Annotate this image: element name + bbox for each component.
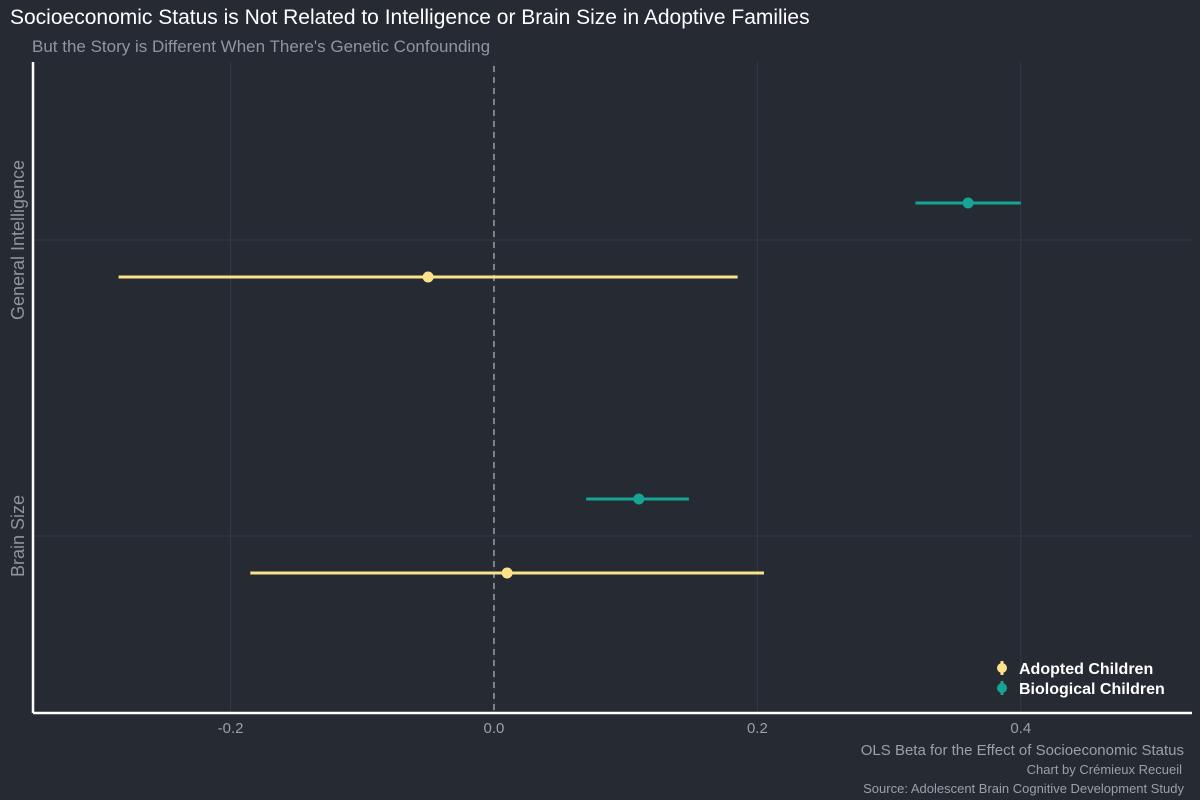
chart-title: Socioeconomic Status is Not Related to I…: [10, 6, 810, 29]
credit-caption: Chart by Crémieux Recueil: [1027, 762, 1182, 777]
legend: Adopted Children Biological Children: [997, 661, 1165, 698]
x-axis-tick-labels: -0.2 0.0 0.2 0.4: [218, 720, 1032, 737]
point-estimate-0-1: [501, 567, 513, 579]
y-category-label-0: General Intelligence: [8, 160, 28, 320]
legend-swatch-dot-0: [997, 663, 1007, 673]
point-estimate-1-0: [962, 197, 974, 209]
y-category-label-1: Brain Size: [8, 495, 28, 577]
legend-swatch-dot-1: [997, 683, 1007, 693]
legend-label-0: Adopted Children: [1019, 661, 1153, 678]
x-axis-label: OLS Beta for the Effect of Socioeconomic…: [861, 742, 1184, 759]
axes: [31, 62, 1192, 715]
source-caption: Source: Adolescent Brain Cognitive Devel…: [863, 781, 1184, 796]
grid-lines: [33, 62, 1192, 713]
x-tick-label-0: -0.2: [218, 720, 244, 737]
x-tick-label-2: 0.2: [747, 720, 768, 737]
plot-marks: [118, 197, 1021, 579]
point-estimate-0-0: [422, 271, 434, 283]
legend-label-1: Biological Children: [1019, 681, 1165, 698]
x-tick-label-3: 0.4: [1010, 720, 1031, 737]
y-axis-tick-labels: General Intelligence Brain Size: [8, 160, 28, 577]
chart-subtitle: But the Story is Different When There's …: [32, 37, 490, 56]
x-tick-label-1: 0.0: [484, 720, 505, 737]
point-estimate-1-1: [633, 493, 645, 505]
